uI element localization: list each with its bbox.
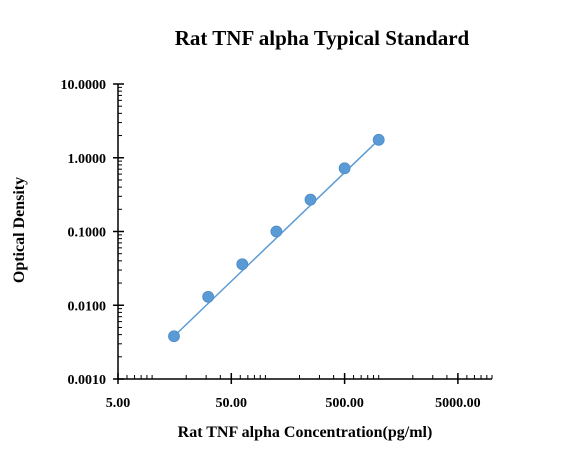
y-tick-label: 0.0010	[68, 373, 107, 388]
y-tick-label: 0.0100	[68, 299, 107, 314]
y-tick-label: 10.0000	[61, 78, 107, 93]
x-tick-label: 5000.00	[435, 396, 481, 411]
data-point	[168, 330, 180, 343]
x-tick-label: 5.00	[106, 396, 131, 411]
data-point	[372, 133, 385, 146]
x-axis-label: Rat TNF alpha Concentration(pg/ml)	[178, 424, 433, 441]
chart-title: Rat TNF alpha Typical Standard	[175, 26, 470, 50]
y-tick-label: 0.1000	[68, 226, 107, 241]
data-point	[270, 225, 283, 238]
data-point	[338, 162, 351, 175]
data-point	[304, 193, 317, 206]
data-point	[236, 258, 249, 271]
y-tick-label: 1.0000	[68, 152, 107, 167]
plot-area: 0.0010 0.0100 0.1000 1.0000 10.0000 5.00 50.00…	[61, 78, 493, 411]
x-tick-label: 50.00	[216, 396, 248, 411]
data-point	[202, 290, 215, 303]
y-axis-label: Optical Density	[11, 177, 28, 283]
x-tick-label: 500.00	[325, 396, 364, 411]
